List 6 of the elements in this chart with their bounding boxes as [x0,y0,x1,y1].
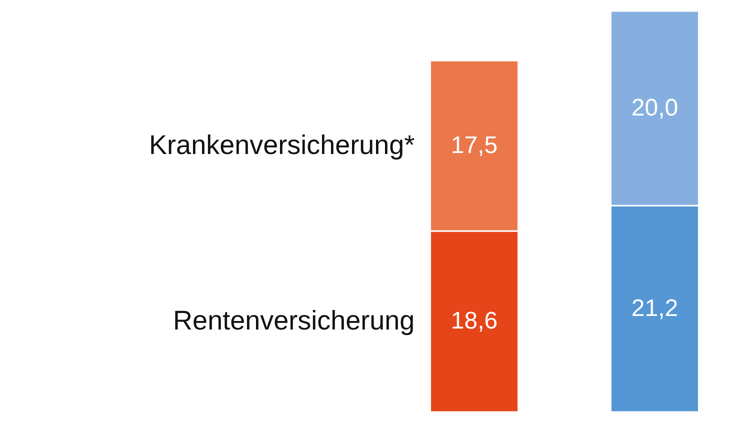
data-label: 17,5 [450,132,498,159]
data-label: 20,0 [631,94,678,122]
series-label: Rentenversicherung [173,305,415,336]
series-label: Krankenversicherung* [149,130,416,160]
data-label: 18,6 [450,307,498,334]
data-label: 21,2 [631,294,678,322]
